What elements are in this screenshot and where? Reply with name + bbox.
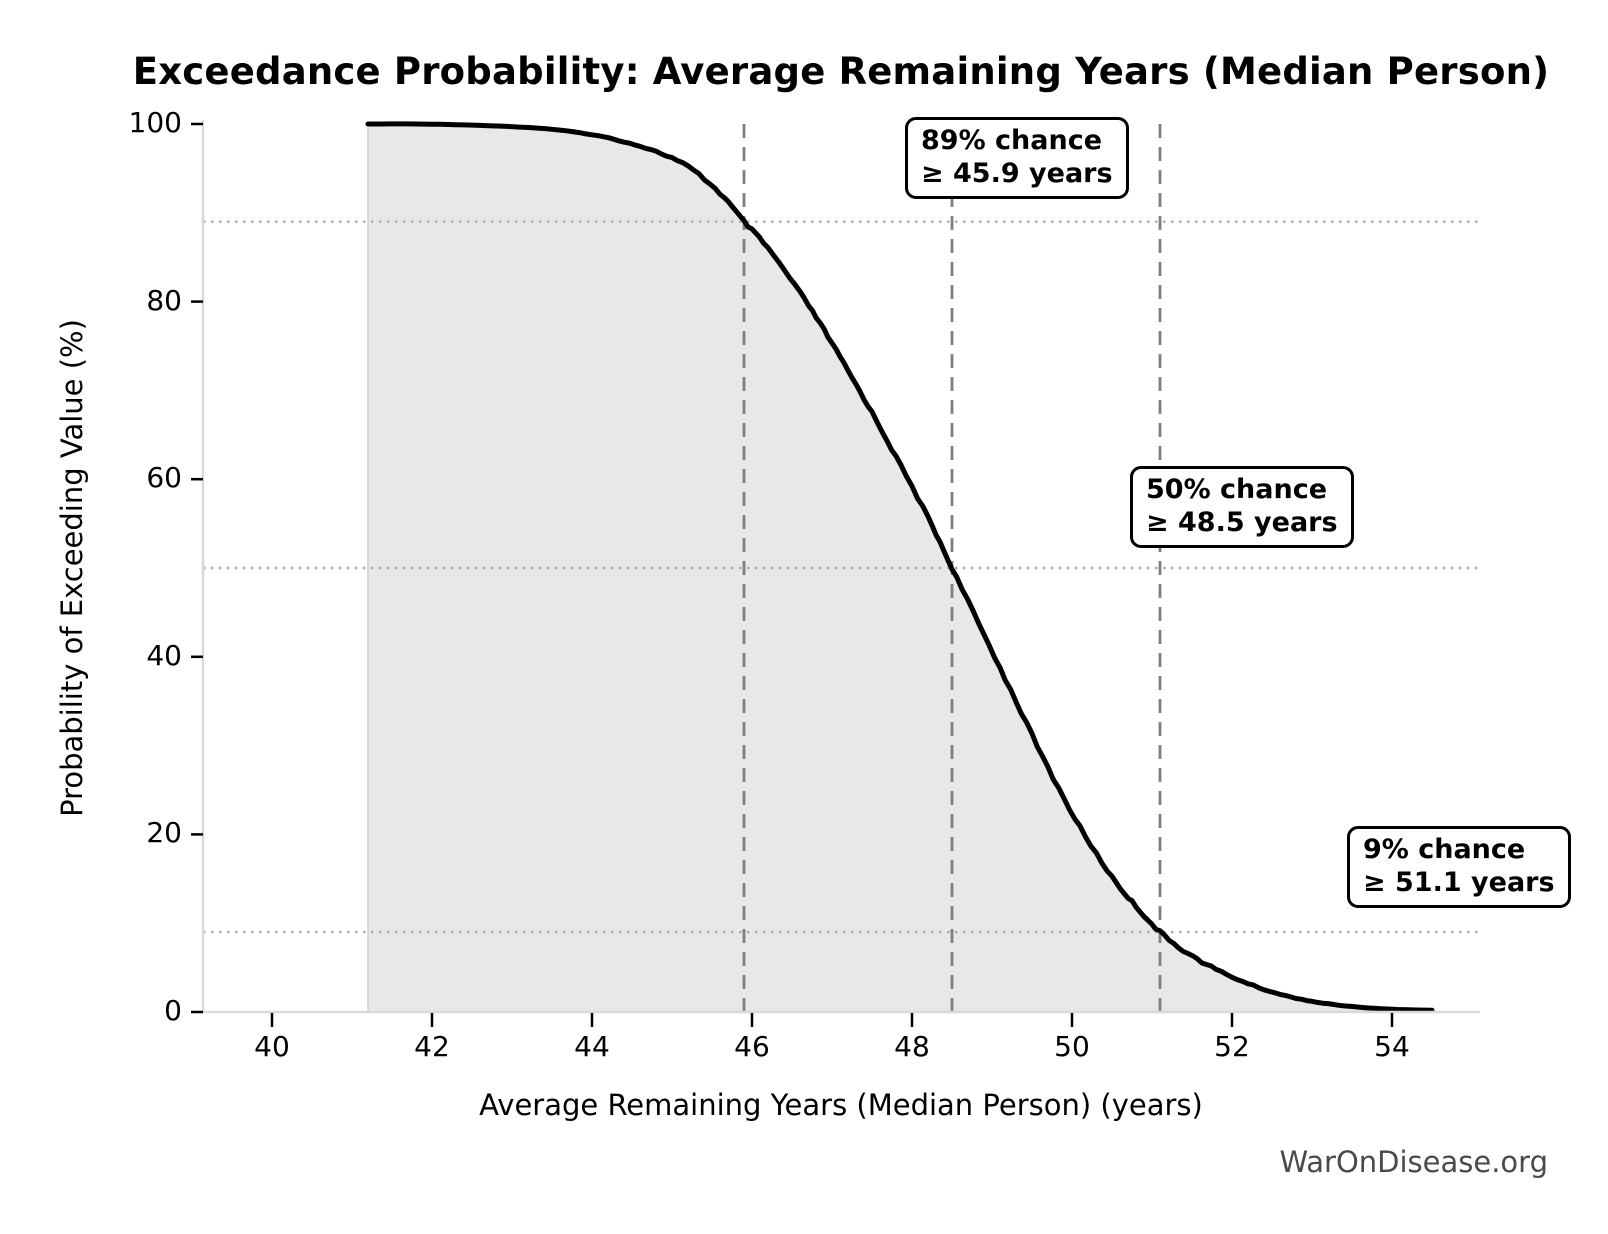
- annotation-line: 89% chance: [921, 125, 1103, 156]
- y-axis-label: Probability of Exceeding Value (%): [55, 319, 89, 817]
- y-tick-label: 20: [146, 816, 182, 850]
- y-tick-label: 80: [146, 283, 182, 317]
- x-axis-label: Average Remaining Years (Median Person) …: [479, 1088, 1203, 1122]
- annotation-line: 50% chance: [1146, 474, 1328, 505]
- annotation-line: ≥ 48.5 years: [1146, 507, 1338, 538]
- x-tick-label: 44: [574, 1030, 610, 1063]
- x-tick-label: 42: [414, 1030, 450, 1063]
- x-tick-label: 54: [1374, 1030, 1410, 1063]
- chart-title: Exceedance Probability: Average Remainin…: [132, 50, 1550, 93]
- annotation-line: 9% chance: [1363, 834, 1526, 865]
- x-tick-label: 48: [894, 1030, 930, 1063]
- annotation-50pct: 50% chance ≥ 48.5 years: [1130, 466, 1354, 548]
- y-tick-label: 0: [164, 994, 182, 1027]
- annotation-9pct: 9% chance ≥ 51.1 years: [1347, 826, 1571, 908]
- y-tick-label: 60: [146, 461, 182, 495]
- watermark: WarOnDisease.org: [1279, 1145, 1548, 1179]
- x-tick-label: 40: [254, 1030, 290, 1063]
- x-tick-label: 50: [1054, 1030, 1090, 1063]
- annotation-line: ≥ 45.9 years: [921, 158, 1113, 189]
- x-tick-label: 52: [1214, 1030, 1250, 1063]
- x-tick-label: 46: [734, 1030, 770, 1063]
- y-tick-label: 100: [128, 106, 182, 139]
- annotation-89pct: 89% chance ≥ 45.9 years: [905, 117, 1129, 199]
- y-tick-label: 40: [146, 638, 182, 672]
- annotation-line: ≥ 51.1 years: [1363, 867, 1555, 898]
- exceedance-curve: [365, 121, 1435, 1013]
